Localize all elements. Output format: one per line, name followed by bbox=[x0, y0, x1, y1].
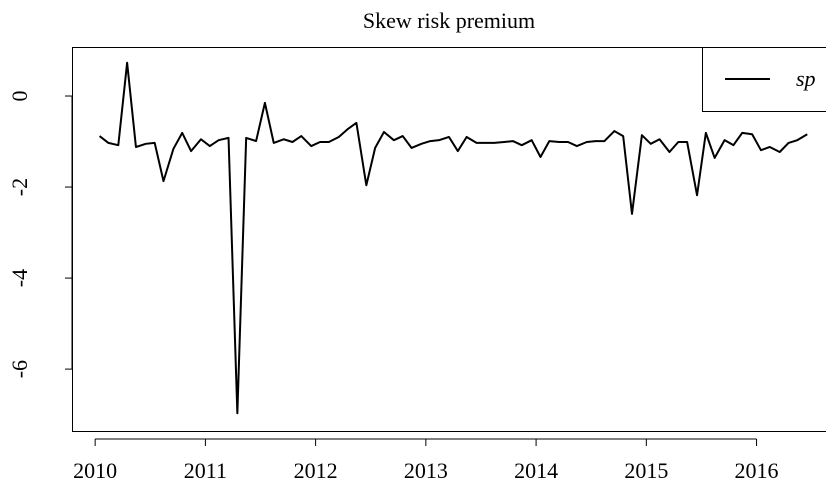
y-tick-label: -4 bbox=[7, 269, 32, 287]
x-tick-label: 2014 bbox=[514, 458, 558, 483]
x-tick-label: 2012 bbox=[294, 458, 338, 483]
y-tick-label: 0 bbox=[7, 91, 32, 102]
x-tick-label: 2013 bbox=[404, 458, 448, 483]
data-line bbox=[98, 61, 808, 415]
x-tick-label: 2011 bbox=[184, 458, 227, 483]
chart-title: Skew risk premium bbox=[363, 8, 535, 33]
x-tick-label: 2010 bbox=[73, 458, 117, 483]
x-tick-label: 2016 bbox=[735, 458, 779, 483]
x-tick-label: 2015 bbox=[624, 458, 668, 483]
y-tick-label: -2 bbox=[7, 178, 32, 196]
legend-label: sp bbox=[796, 66, 816, 91]
y-tick-label: -6 bbox=[7, 360, 32, 378]
